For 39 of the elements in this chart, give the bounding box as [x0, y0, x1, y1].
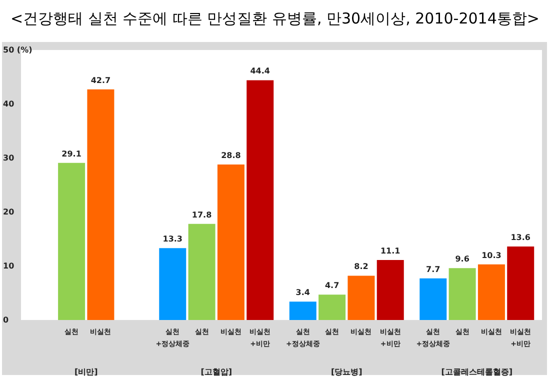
bar	[348, 276, 375, 320]
chart-title: <건강행태 실천 수준에 따른 만성질환 유병률, 만30세이상, 2010-2014통합>	[10, 10, 540, 28]
bar	[188, 224, 216, 320]
bar	[420, 278, 447, 320]
y-tick-label: 20	[3, 208, 15, 216]
y-tick-label: 50 (%)	[3, 46, 32, 54]
y-tick-label: 10	[3, 262, 15, 270]
bar	[159, 248, 186, 320]
x-tick-label: [고콜레스테롤혈증]	[441, 368, 513, 376]
data-label: 17.8	[192, 210, 212, 220]
x-tick-label: [고혈압]	[200, 368, 232, 376]
data-label: 10.3	[482, 250, 502, 260]
data-label: 3.4	[296, 288, 310, 298]
data-label: 4.7	[324, 281, 340, 290]
y-tick-label: 40	[3, 100, 15, 108]
data-label: 44.4	[250, 66, 270, 76]
data-label: 8.2	[354, 262, 368, 272]
bar	[289, 302, 316, 320]
bar	[246, 80, 274, 320]
y-tick-label: 0	[3, 316, 9, 324]
bar	[478, 264, 505, 320]
data-label: 42.7	[90, 76, 111, 85]
bar	[87, 89, 114, 320]
data-label: 28.8	[221, 150, 242, 160]
bar	[217, 164, 244, 320]
bar	[376, 260, 404, 320]
data-label: 11.1	[380, 246, 401, 256]
bar	[507, 246, 534, 320]
data-label: 29.1	[62, 149, 82, 158]
data-label: 7.7	[426, 264, 440, 274]
data-label: 13.3	[162, 234, 183, 244]
bar	[318, 294, 346, 320]
data-label: 13.6	[510, 233, 531, 242]
x-tick-label: [비만]	[74, 368, 98, 376]
y-tick-label: 30	[3, 154, 15, 162]
bar	[448, 268, 476, 320]
x-tick-label: [당뇨병]	[330, 368, 362, 376]
data-label: 9.6	[455, 254, 470, 264]
bar	[58, 162, 86, 320]
